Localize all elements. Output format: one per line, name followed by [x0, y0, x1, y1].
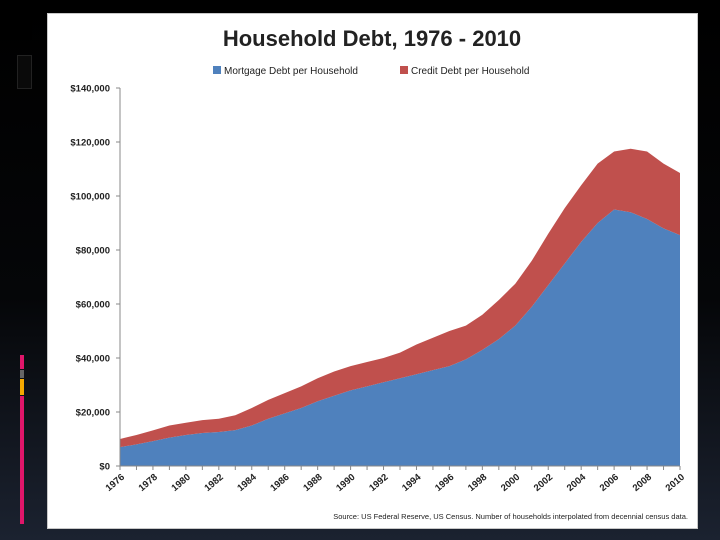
legend-label: Credit Debt per Household [411, 66, 529, 77]
accent-bar-pink [20, 396, 24, 524]
y-tick-label: $60,000 [76, 300, 110, 311]
accent-bar-pink-top [20, 355, 24, 369]
x-tick-label: 1998 [466, 472, 489, 494]
y-tick-label: $120,000 [70, 138, 110, 149]
y-tick-label: $0 [99, 462, 110, 473]
x-tick-label: 1980 [170, 472, 193, 494]
x-tick-label: 1994 [400, 471, 424, 493]
accent-bar-yellow [20, 379, 24, 395]
x-tick-label: 1978 [137, 472, 160, 494]
x-tick-label: 1982 [202, 472, 225, 494]
slide-corner-accent [0, 0, 32, 40]
x-tick-label: 2004 [565, 471, 589, 493]
x-tick-label: 2010 [664, 472, 687, 494]
source-note: Source: US Federal Reserve, US Census. N… [333, 512, 688, 521]
slide-marker-block [17, 55, 32, 89]
y-tick-label: $100,000 [70, 192, 110, 203]
x-tick-label: 2008 [631, 472, 654, 494]
x-tick-label: 1992 [367, 472, 390, 494]
y-tick-label: $80,000 [76, 246, 110, 257]
y-axis: $0 $20,000 $40,000 $60,000 $80,000 $100,000 $1… [70, 84, 120, 473]
x-axis: 1976 1978 1980 1982 1984 1986 1988 1990 1992 1994… [104, 466, 687, 494]
legend-label: Mortgage Debt per Household [224, 66, 358, 77]
x-tick-label: 1984 [235, 471, 259, 493]
x-tick-label: 1990 [334, 472, 357, 494]
x-tick-label: 1986 [268, 472, 291, 494]
x-tick-label: 2000 [499, 472, 522, 494]
chart-title: Household Debt, 1976 - 2010 [223, 26, 521, 51]
series-area-credit-debt-per-household [120, 148, 680, 448]
y-tick-label: $20,000 [76, 408, 110, 419]
x-tick-label: 1996 [433, 472, 456, 494]
chart-legend: Mortgage Debt per Household Credit Debt p… [213, 66, 529, 77]
plot-area [119, 88, 680, 467]
series-area-mortgage-debt-per-household [120, 209, 680, 466]
x-tick-label: 2002 [532, 472, 555, 494]
x-tick-label: 2006 [598, 472, 621, 494]
chart-panel: Household Debt, 1976 - 2010 Mortgage Deb… [47, 13, 698, 529]
x-tick-label: 1988 [301, 472, 324, 494]
y-tick-label: $40,000 [76, 354, 110, 365]
y-tick-label: $140,000 [70, 84, 110, 95]
x-tick-label: 1976 [104, 472, 127, 494]
legend-swatch [213, 66, 221, 74]
household-debt-chart: Household Debt, 1976 - 2010 Mortgage Deb… [70, 26, 688, 521]
legend-swatch [400, 66, 408, 74]
accent-bar-gray [20, 370, 24, 378]
